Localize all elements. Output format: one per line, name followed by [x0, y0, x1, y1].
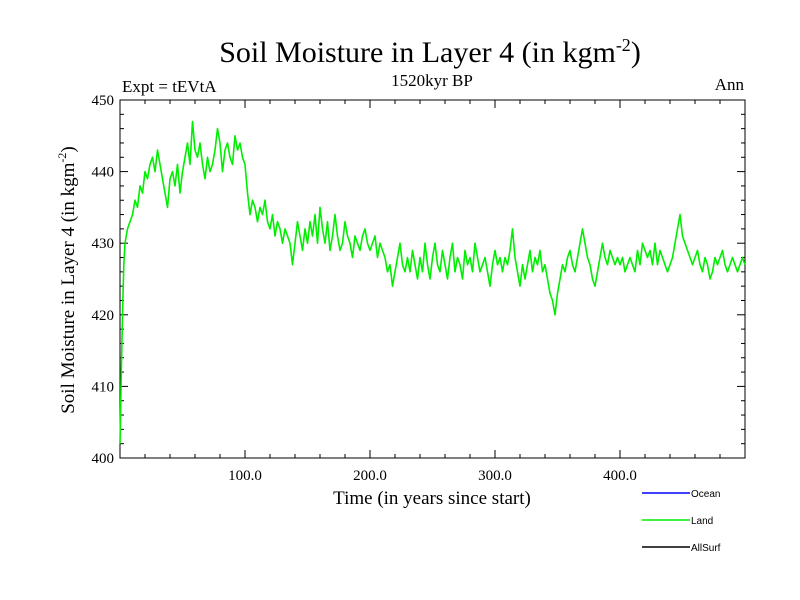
y-tick-label: 440 — [92, 165, 115, 181]
x-axis-label: Time (in years since start) — [333, 488, 531, 509]
series-line-land — [119, 120, 746, 444]
subtitle-season: Ann — [715, 75, 745, 94]
y-axis-label: Soil Moisture in Layer 4 (in kgm-2) — [55, 146, 79, 414]
y-tick-label: 410 — [92, 379, 115, 395]
x-tick-label: 200.0 — [353, 468, 387, 484]
y-axis: 400 410 420 430 440 450 — [92, 93, 745, 467]
chart-title: Soil Moisture in Layer 4 (in kgm-2) — [219, 35, 641, 69]
x-tick-label: 400.0 — [603, 468, 637, 484]
x-tick-label: 300.0 — [478, 468, 512, 484]
x-tick-label: 100.0 — [228, 468, 262, 484]
x-axis: 100.0 200.0 300.0 400.0 — [144, 100, 721, 484]
series-layer — [119, 120, 746, 444]
legend-label-allsurf: AllSurf — [691, 543, 721, 554]
y-tick-label: 420 — [92, 308, 115, 324]
legend-label-land: Land — [691, 516, 713, 527]
plot-frame — [119, 99, 746, 459]
legend: Ocean Land AllSurf — [642, 489, 721, 554]
legend-label-ocean: Ocean — [691, 489, 720, 500]
y-tick-label: 450 — [92, 93, 115, 109]
subtitle-experiment: Expt = tEVtA — [122, 77, 217, 96]
y-tick-label: 430 — [92, 236, 115, 252]
y-tick-label: 400 — [92, 451, 115, 467]
subtitle-period: 1520kyr BP — [391, 71, 473, 90]
